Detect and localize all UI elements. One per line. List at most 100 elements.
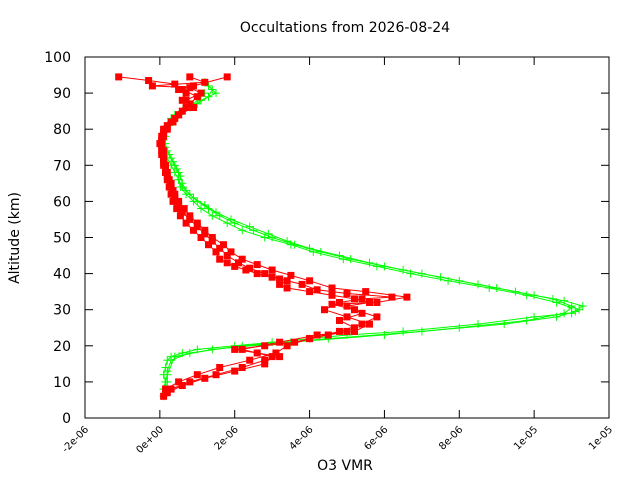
y-tick-label: 10 (53, 375, 71, 391)
data-point (186, 212, 194, 220)
data-point (321, 306, 328, 314)
data-point (167, 385, 175, 393)
data-point (567, 303, 576, 312)
data-point (176, 172, 185, 181)
data-point (163, 172, 171, 180)
y-tick-label: 90 (53, 86, 71, 102)
data-point (316, 247, 325, 256)
data-point (115, 73, 123, 81)
data-point (268, 353, 276, 361)
y-axis-label: Altitude (km) (7, 192, 23, 284)
data-point (162, 161, 169, 169)
data-point (313, 331, 321, 339)
data-point (253, 261, 261, 269)
data-point (189, 197, 198, 206)
data-point (358, 295, 366, 303)
data-point (208, 211, 217, 220)
data-point (197, 204, 205, 213)
data-point (276, 353, 284, 361)
data-point (230, 219, 239, 228)
data-point (175, 201, 183, 209)
data-point (530, 291, 539, 300)
data-point (216, 244, 224, 252)
data-point (455, 323, 464, 332)
data-point (193, 223, 201, 231)
data-point (238, 226, 247, 235)
data-point (373, 299, 381, 306)
data-point (158, 136, 166, 144)
data-point (204, 81, 213, 90)
data-point (197, 89, 205, 97)
data-point (306, 335, 314, 343)
series-4 (115, 73, 396, 397)
data-point (182, 96, 190, 104)
data-point (492, 284, 501, 292)
data-point (201, 374, 209, 382)
data-point (328, 291, 336, 299)
data-point (336, 317, 343, 324)
data-point (399, 327, 408, 336)
data-point (160, 158, 168, 166)
data-point (328, 300, 336, 308)
data-point (163, 370, 172, 379)
data-point (205, 241, 212, 249)
data-point (193, 371, 201, 379)
data-point (186, 215, 194, 223)
data-point (287, 271, 295, 279)
y-tick-label: 60 (53, 194, 71, 210)
data-point (328, 284, 336, 292)
data-point (182, 190, 191, 199)
data-point (283, 342, 291, 350)
data-point (186, 378, 194, 386)
data-point (261, 356, 269, 364)
data-point (220, 241, 227, 249)
data-point (176, 183, 185, 191)
data-point (162, 165, 169, 173)
data-point (343, 327, 351, 335)
data-point (201, 230, 209, 238)
data-point (260, 233, 269, 242)
data-point (231, 262, 239, 270)
data-point (165, 176, 173, 184)
data-point (227, 248, 235, 256)
data-point (336, 299, 343, 306)
data-point (276, 338, 284, 346)
data-point (351, 324, 358, 332)
data-point (169, 118, 177, 126)
data-point (167, 183, 175, 191)
data-point (403, 293, 411, 301)
data-point (366, 320, 373, 328)
data-point (190, 226, 197, 234)
data-point (208, 237, 216, 245)
data-point (178, 208, 186, 216)
data-point (178, 382, 186, 389)
y-tick-label: 70 (53, 158, 71, 174)
data-point (175, 378, 183, 386)
data-point (268, 233, 277, 242)
data-point (193, 219, 201, 227)
data-point (170, 168, 179, 177)
data-point (268, 266, 276, 274)
data-point (242, 266, 250, 274)
data-point (223, 252, 231, 259)
data-point (336, 327, 343, 335)
data-point (373, 313, 381, 321)
data-point (500, 320, 509, 329)
data-point (268, 273, 276, 281)
data-point (227, 215, 235, 224)
data-point (212, 248, 220, 256)
data-point (444, 276, 453, 285)
data-point (560, 296, 569, 305)
data-point (238, 364, 246, 371)
data-point (170, 352, 179, 361)
data-point (201, 226, 209, 234)
data-point (216, 255, 224, 263)
data-point (158, 143, 166, 151)
data-point (175, 111, 183, 119)
data-point (238, 345, 246, 353)
data-point (173, 205, 181, 213)
data-point (174, 175, 183, 184)
data-point (190, 104, 197, 111)
series-5 (148, 73, 411, 393)
data-point (162, 385, 169, 393)
